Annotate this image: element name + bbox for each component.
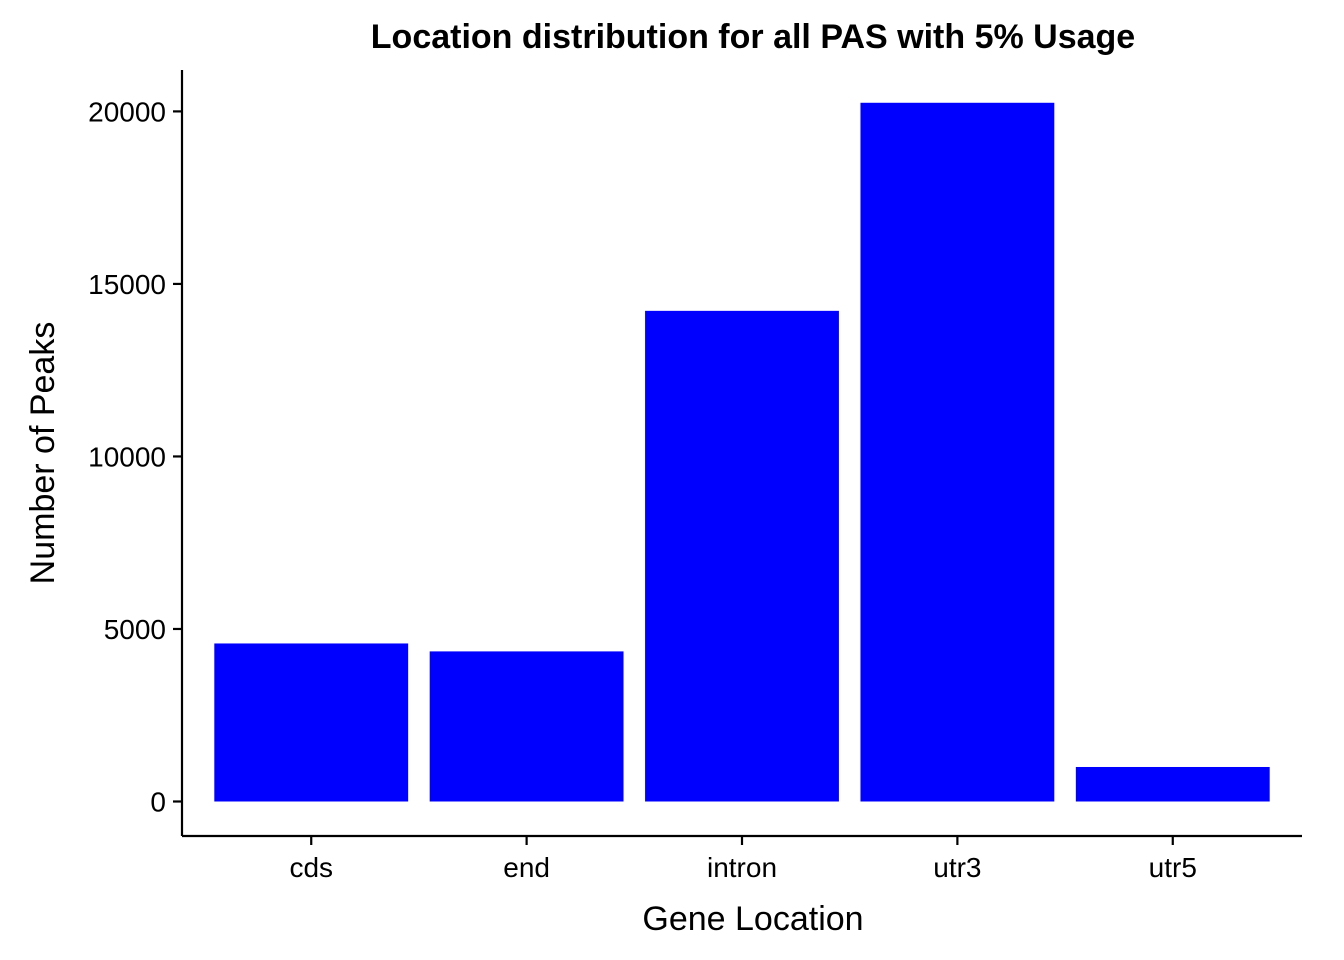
y-axis-ticks: 0 5000 10000 15000 20000: [88, 96, 182, 817]
bar-intron: [645, 310, 839, 802]
y-tick-label: 20000: [88, 96, 166, 127]
bar-cds: [214, 643, 409, 802]
x-tick-label: cds: [289, 852, 333, 883]
y-tick-label: 0: [150, 786, 166, 817]
x-tick-label: utr3: [933, 852, 981, 883]
x-axis-label: Gene Location: [642, 900, 863, 938]
bar-utr5: [1075, 766, 1270, 802]
bar-utr3: [860, 102, 1055, 802]
x-axis-ticks: cds end intron utr3 utr5: [289, 836, 1197, 883]
y-tick-label: 10000: [88, 441, 166, 472]
bar-end: [429, 651, 624, 802]
bars-layer: [214, 102, 1270, 802]
x-tick-label: intron: [707, 852, 777, 883]
chart-title: Location distribution for all PAS with 5…: [371, 18, 1135, 56]
y-tick-label: 5000: [104, 614, 166, 645]
x-tick-label: utr5: [1149, 852, 1197, 883]
y-axis-label: Number of Peaks: [24, 322, 62, 585]
y-tick-label: 15000: [88, 269, 166, 300]
x-tick-label: end: [503, 852, 550, 883]
